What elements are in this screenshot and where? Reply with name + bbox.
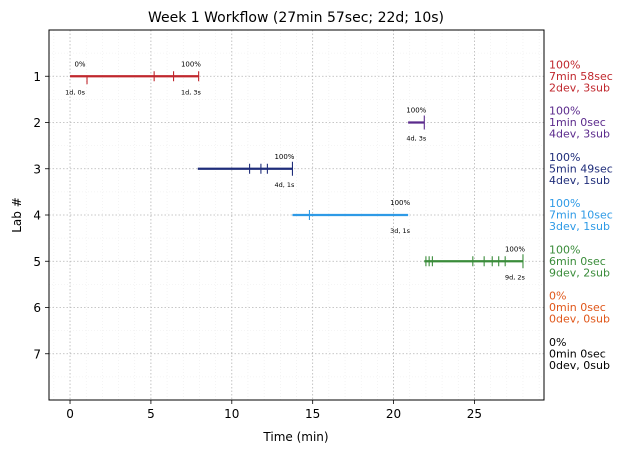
y-tick-label: 1 (33, 70, 41, 84)
lab-2-end-pct: 100% (406, 107, 426, 115)
y-tick-label: 5 (33, 255, 41, 269)
lab-1-end-count: 1d, 3s (181, 88, 202, 96)
lab-2-summary-line: 4dev, 3sub (549, 128, 610, 141)
lab-2-end-count: 4d, 3s (406, 135, 427, 143)
lab-2-summary-line: 1min 0sec (549, 116, 606, 129)
lab-6-summary-line: 0% (549, 290, 566, 303)
lab-1-start-pct: 0% (74, 60, 85, 68)
lab-bars: 0% 1d, 0s 100% 1d, 3s 100% 4d, 3s 100% 4d, 1s 10… (65, 60, 525, 281)
y-tick-label: 4 (33, 209, 41, 223)
lab-3-summary-line: 5min 49sec (549, 162, 613, 175)
lab-1-start-count: 1d, 0s (65, 88, 86, 96)
y-tick-label: 6 (33, 301, 41, 315)
x-tick-label: 5 (147, 407, 155, 421)
x-tick-label: 10 (224, 407, 239, 421)
x-tick-label: 25 (467, 407, 482, 421)
lab-3-summary-line: 100% (549, 151, 580, 164)
y-axis: 1 2 3 4 5 6 7 (33, 70, 49, 361)
lab-1-summary-line: 2dev, 3sub (549, 81, 610, 94)
lab-5-summary-line: 6min 0sec (549, 255, 606, 268)
lab-7-summary-line: 0% (549, 336, 566, 349)
lab-5-end-pct: 100% (505, 245, 525, 253)
x-tick-label: 15 (305, 407, 320, 421)
x-axis: 0 5 10 15 20 25 (66, 400, 482, 421)
chart-title: Week 1 Workflow (27min 57sec; 22d; 10s) (148, 10, 444, 26)
lab-3-summary-line: 4dev, 1sub (549, 174, 610, 187)
x-axis-label: Time (min) (262, 430, 328, 444)
lab-1-summary-line: 100% (549, 58, 580, 71)
x-tick-label: 0 (66, 407, 74, 421)
lab-6-summary-line: 0min 0sec (549, 301, 606, 314)
lab-2-summary-line: 100% (549, 105, 580, 118)
lab-5-summary-line: 9dev, 2sub (549, 266, 610, 279)
lab-7-summary-line: 0min 0sec (549, 347, 606, 360)
y-axis-label: Lab # (10, 197, 24, 233)
lab-4-summary-line: 100% (549, 197, 580, 210)
lab-4-end-count: 3d, 1s (390, 227, 411, 235)
lab-3-end-pct: 100% (274, 153, 294, 161)
grid (49, 30, 544, 400)
lab-4-summary-line: 7min 10sec (549, 209, 613, 222)
y-tick-label: 7 (33, 347, 41, 361)
lab-5-end-count: 9d, 2s (505, 273, 526, 281)
y-tick-label: 3 (33, 162, 41, 176)
lab-4-end-pct: 100% (390, 199, 410, 207)
lab-1-end-pct: 100% (181, 60, 201, 68)
lab-6-summary-line: 0dev, 0sub (549, 313, 610, 326)
lab-5-summary-line: 100% (549, 243, 580, 256)
lab-4-summary-line: 3dev, 1sub (549, 220, 610, 233)
x-tick-label: 20 (386, 407, 401, 421)
lab-3-end-count: 4d, 1s (274, 181, 295, 189)
lab-7-summary-line: 0dev, 0sub (549, 359, 610, 372)
lab-1-summary-line: 7min 58sec (549, 70, 613, 83)
y-tick-label: 2 (33, 116, 41, 130)
